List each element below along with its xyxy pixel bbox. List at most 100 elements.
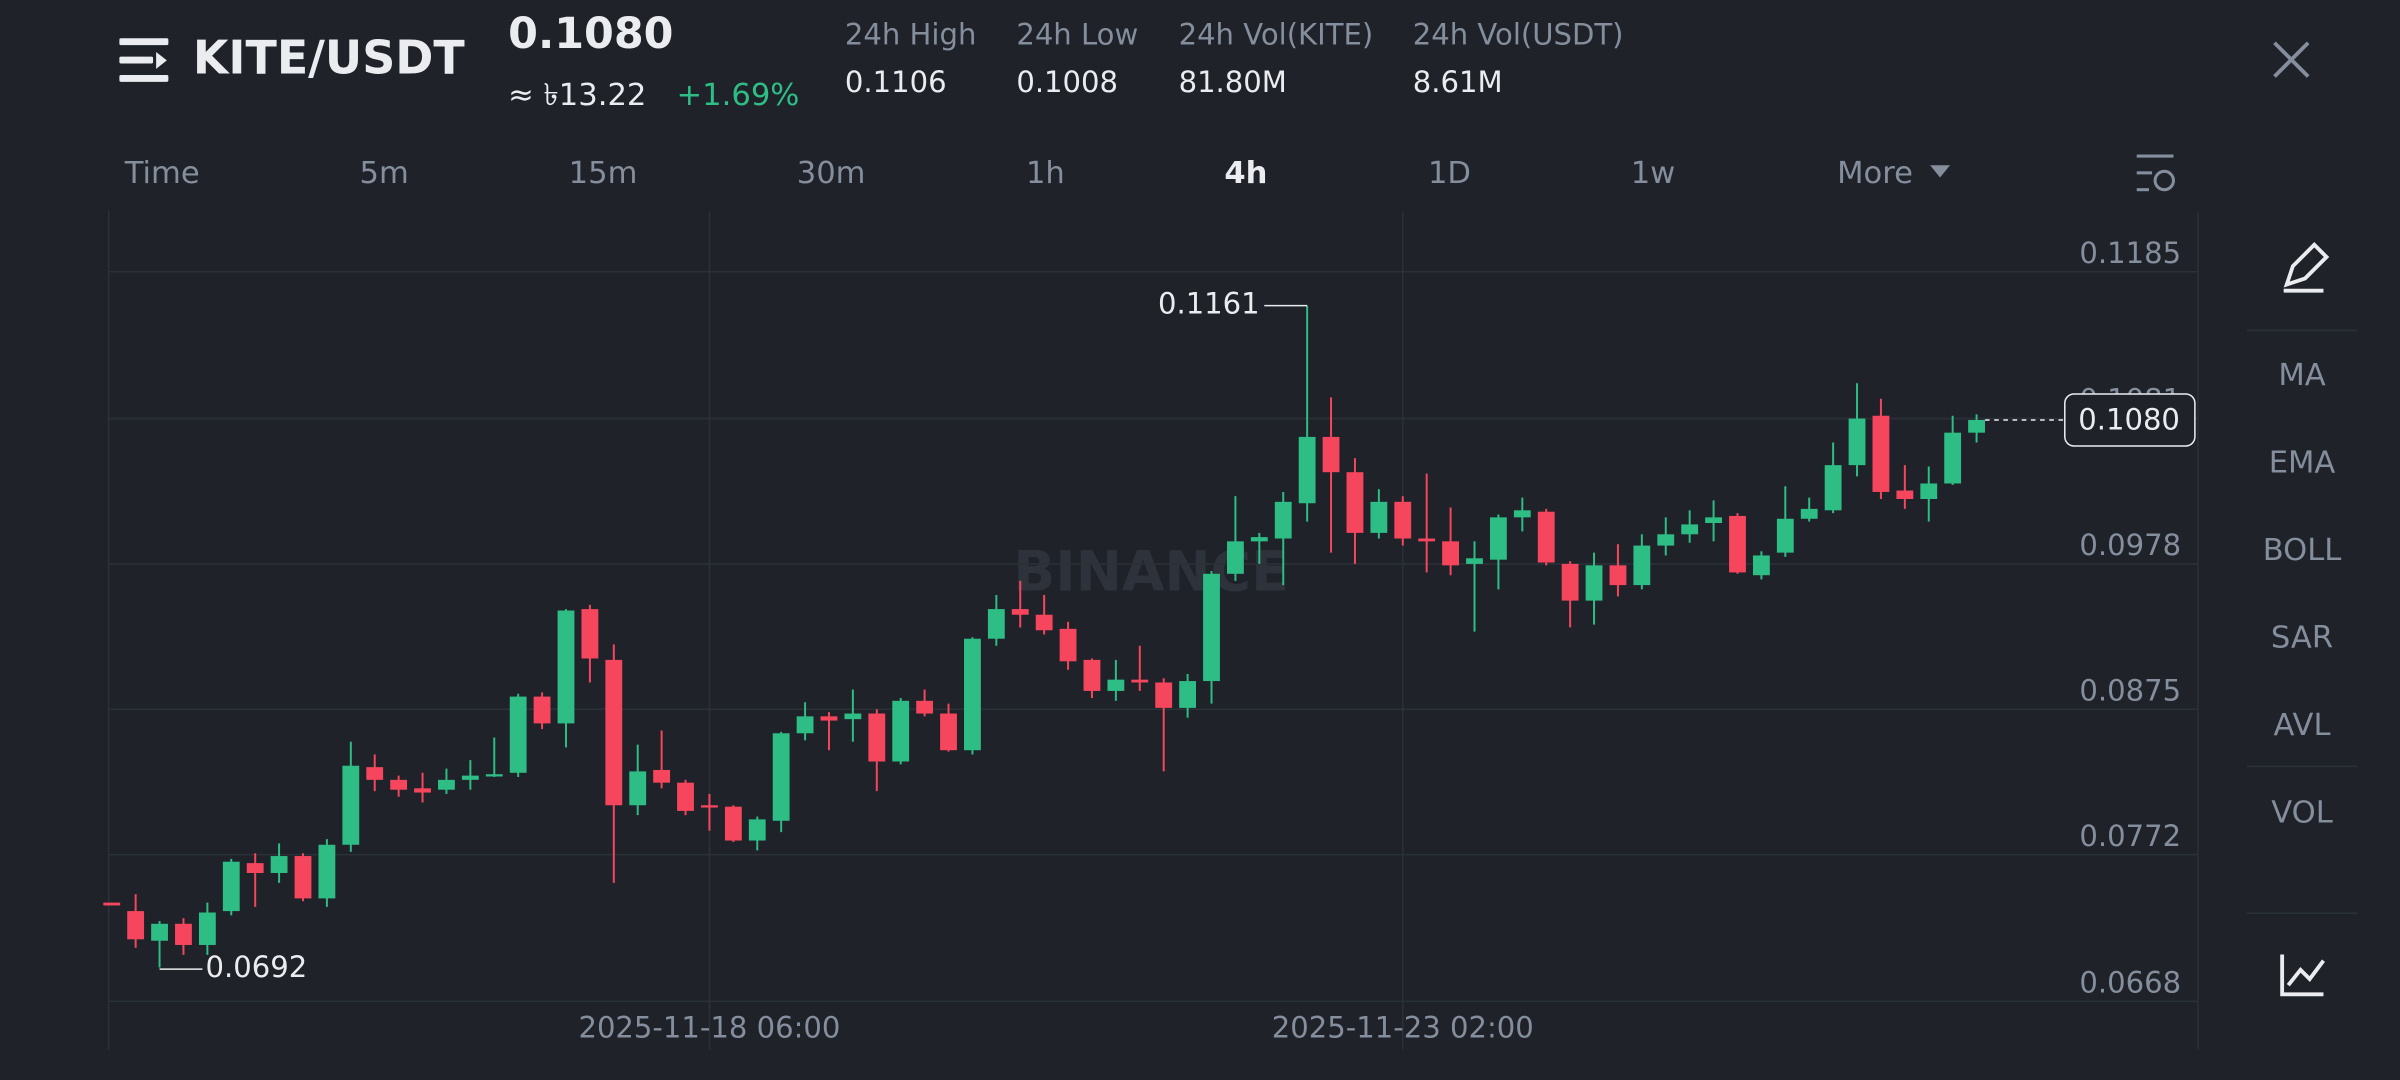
candle-body xyxy=(1035,614,1053,631)
candle-body xyxy=(1848,418,1866,466)
candle-body xyxy=(1513,510,1531,518)
candle-body xyxy=(629,771,647,806)
candle-body xyxy=(868,713,886,762)
timeframe-tab[interactable]: 1h xyxy=(1026,156,1065,191)
candle-body xyxy=(342,765,360,845)
candle-body xyxy=(390,779,408,790)
candle-body xyxy=(1107,679,1125,691)
candle-body xyxy=(222,861,240,912)
candle-body xyxy=(366,767,384,780)
change: +1.69% xyxy=(677,78,800,113)
candle-body xyxy=(1944,432,1962,484)
candle-body xyxy=(844,713,862,720)
candle-body xyxy=(964,638,981,751)
indicator-button[interactable]: VOL xyxy=(2271,795,2333,830)
pair: KITE/USDT xyxy=(193,31,466,85)
candle-body xyxy=(1896,490,1914,500)
y-tick-label: 0.0772 xyxy=(2079,819,2181,853)
timeframe-tab[interactable]: 15m xyxy=(569,156,638,191)
timeframe-tab[interactable]: 5m xyxy=(360,156,409,191)
stat-value: 0.1106 xyxy=(845,65,947,99)
y-tick-label: 0.0668 xyxy=(2079,966,2181,1000)
candle-body xyxy=(246,863,264,873)
candle-body xyxy=(1609,565,1627,586)
candle-body xyxy=(748,819,766,841)
indicator-chart-icon[interactable] xyxy=(2280,954,2325,997)
candle-body xyxy=(701,805,718,808)
candle-body xyxy=(1298,436,1316,504)
timeframe-tab[interactable]: More xyxy=(1837,156,1913,191)
candle-body xyxy=(198,912,216,945)
candle-body xyxy=(1370,501,1388,533)
timeframe-tab[interactable]: 30m xyxy=(797,156,866,191)
x-tick-label: 2025-11-18 06:00 xyxy=(578,1011,840,1045)
last-price-box xyxy=(2064,393,2196,447)
watermark: BINANCE xyxy=(1013,539,1288,603)
candle-body xyxy=(677,782,694,811)
stat-value: 81.80M xyxy=(1179,65,1287,99)
timeframe-tab[interactable]: 4h xyxy=(1224,156,1267,191)
min-marker-label: 0.0692 xyxy=(205,950,307,984)
candle-body xyxy=(1729,515,1746,573)
candle-body xyxy=(103,902,121,906)
candle-body xyxy=(1322,436,1340,473)
chart-settings-icon[interactable] xyxy=(2136,154,2175,192)
candle-body xyxy=(1705,517,1722,523)
candle-body xyxy=(1824,465,1842,511)
candle-body xyxy=(1776,518,1794,553)
candle-body xyxy=(1752,555,1770,576)
candle-body xyxy=(485,774,503,777)
indicator-button[interactable]: BOLL xyxy=(2263,533,2342,568)
candle-body xyxy=(1657,534,1675,546)
candle-body xyxy=(461,775,479,780)
timeframe-tab[interactable]: 1w xyxy=(1631,156,1676,191)
candle-body xyxy=(294,856,312,899)
y-tick-label: 0.1185 xyxy=(2079,236,2181,270)
candle-body xyxy=(1203,573,1220,682)
candle-body xyxy=(1155,682,1173,708)
last-price-label: 0.1080 xyxy=(2078,403,2180,437)
candle-body xyxy=(1561,563,1579,601)
indicator-button[interactable]: MA xyxy=(2278,358,2325,393)
y-tick-label: 0.0978 xyxy=(2079,528,2181,562)
menu-icon[interactable] xyxy=(119,38,169,82)
candle-body xyxy=(987,609,1005,639)
candle-body xyxy=(1537,511,1555,563)
candle-body xyxy=(916,700,934,714)
timeframe-tab[interactable]: 1D xyxy=(1428,156,1471,191)
candle-body xyxy=(1968,419,1985,433)
candle-body xyxy=(318,844,336,899)
candle-body xyxy=(1131,679,1149,683)
dropdown-arrow xyxy=(1930,165,1950,178)
candle-body xyxy=(1059,628,1077,662)
price: 0.1080 xyxy=(508,9,673,59)
close-icon[interactable] xyxy=(2273,41,2310,78)
candle-body xyxy=(796,716,814,734)
timeframe-tab[interactable]: Time xyxy=(124,156,200,191)
candle-body xyxy=(1227,541,1244,574)
candle-body xyxy=(1489,517,1507,560)
indicator-button[interactable]: SAR xyxy=(2271,620,2333,655)
candle-body xyxy=(1681,524,1699,535)
candle-body xyxy=(1274,501,1292,539)
candle-body xyxy=(175,923,192,945)
indicator-button[interactable]: EMA xyxy=(2269,445,2336,480)
max-marker-label: 0.1161 xyxy=(1158,287,1260,321)
candle-body xyxy=(1394,501,1412,539)
indicator-button[interactable]: AVL xyxy=(2274,708,2331,743)
candle-body xyxy=(1011,609,1029,615)
stat-label: 24h High xyxy=(845,18,976,52)
candle-body xyxy=(772,733,790,821)
stat-label: 24h Vol(KITE) xyxy=(1179,18,1374,52)
stat-value: 8.61M xyxy=(1413,65,1503,99)
candle-body xyxy=(892,700,910,762)
candle-body xyxy=(1872,415,1890,492)
candle-body xyxy=(1633,545,1651,586)
draw-icon[interactable] xyxy=(2283,242,2330,293)
stat-value: 0.1008 xyxy=(1016,65,1118,99)
candle-body xyxy=(1418,538,1436,542)
candle-body xyxy=(724,806,742,841)
